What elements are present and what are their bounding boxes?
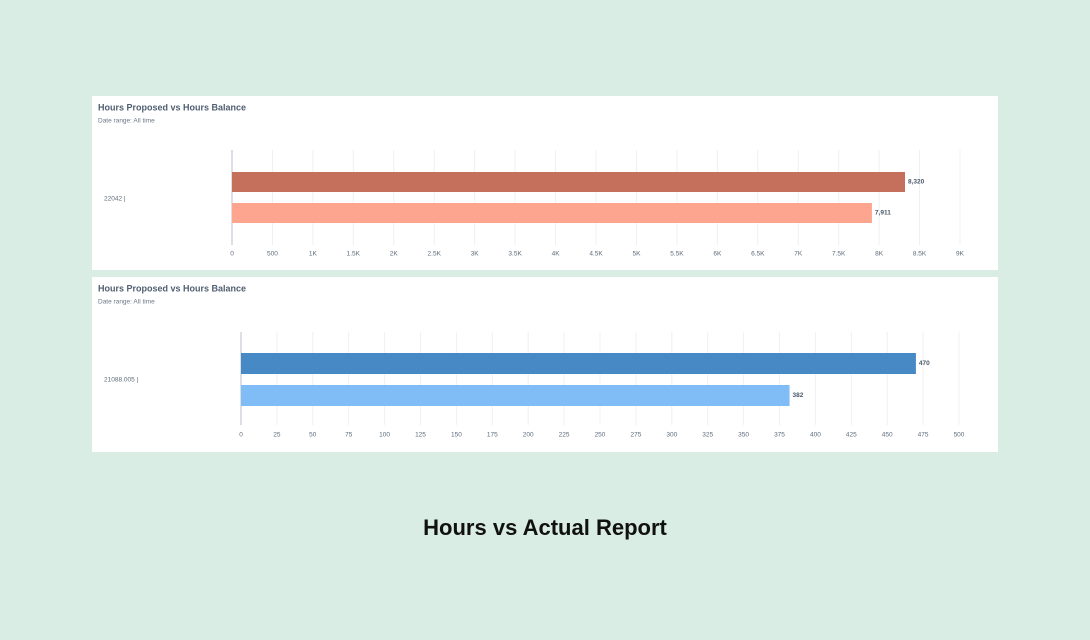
x-tick-label: 250 xyxy=(595,432,606,439)
x-tick-label: 175 xyxy=(487,432,498,439)
x-tick-label: 225 xyxy=(559,432,570,439)
x-tick-label: 1.5K xyxy=(347,251,361,258)
bar xyxy=(241,353,916,374)
x-tick-label: 5.5K xyxy=(670,251,684,258)
x-tick-label: 3.5K xyxy=(508,251,522,258)
x-tick-label: 7.5K xyxy=(832,251,846,258)
x-tick-label: 9K xyxy=(956,251,965,258)
x-tick-label: 50 xyxy=(309,432,317,439)
x-tick-label: 200 xyxy=(523,432,534,439)
category-label: 21088.005 | xyxy=(104,377,139,384)
x-tick-label: 500 xyxy=(267,251,278,258)
x-tick-label: 4.5K xyxy=(589,251,603,258)
chart-title: Hours Proposed vs Hours Balance xyxy=(98,283,246,293)
x-tick-label: 6.5K xyxy=(751,251,765,258)
x-tick-label: 275 xyxy=(630,432,641,439)
x-tick-label: 8.5K xyxy=(913,251,927,258)
x-tick-label: 425 xyxy=(846,432,857,439)
chart-subtitle: Date range: All time xyxy=(98,118,155,125)
x-tick-label: 100 xyxy=(379,432,390,439)
bar xyxy=(241,385,790,406)
x-tick-label: 150 xyxy=(451,432,462,439)
value-label: 470 xyxy=(919,360,930,367)
value-label: 382 xyxy=(793,392,804,399)
x-tick-label: 0 xyxy=(230,251,234,258)
x-tick-label: 0 xyxy=(239,432,243,439)
x-tick-label: 300 xyxy=(666,432,677,439)
x-tick-label: 475 xyxy=(918,432,929,439)
chart-title: Hours Proposed vs Hours Balance xyxy=(98,102,246,112)
x-tick-label: 1K xyxy=(309,251,318,258)
value-label: 8,320 xyxy=(908,179,925,186)
x-tick-label: 6K xyxy=(713,251,722,258)
value-label: 7,911 xyxy=(875,210,891,217)
x-tick-label: 125 xyxy=(415,432,426,439)
x-tick-label: 350 xyxy=(738,432,749,439)
bar xyxy=(232,172,905,192)
x-tick-label: 8K xyxy=(875,251,884,258)
category-label: 22042 | xyxy=(104,196,126,203)
x-tick-label: 325 xyxy=(702,432,713,439)
bar xyxy=(232,203,872,223)
x-tick-label: 75 xyxy=(345,432,353,439)
x-tick-label: 3K xyxy=(471,251,480,258)
x-tick-label: 7K xyxy=(794,251,803,258)
x-tick-label: 375 xyxy=(774,432,785,439)
x-tick-label: 2.5K xyxy=(428,251,442,258)
x-tick-label: 450 xyxy=(882,432,893,439)
caption: Hours vs Actual Report xyxy=(423,515,667,540)
x-tick-label: 500 xyxy=(954,432,965,439)
x-tick-label: 400 xyxy=(810,432,821,439)
x-tick-label: 2K xyxy=(390,251,399,258)
x-tick-label: 5K xyxy=(632,251,641,258)
x-tick-label: 4K xyxy=(552,251,561,258)
chart-subtitle: Date range: All time xyxy=(98,299,155,306)
x-tick-label: 25 xyxy=(273,432,281,439)
